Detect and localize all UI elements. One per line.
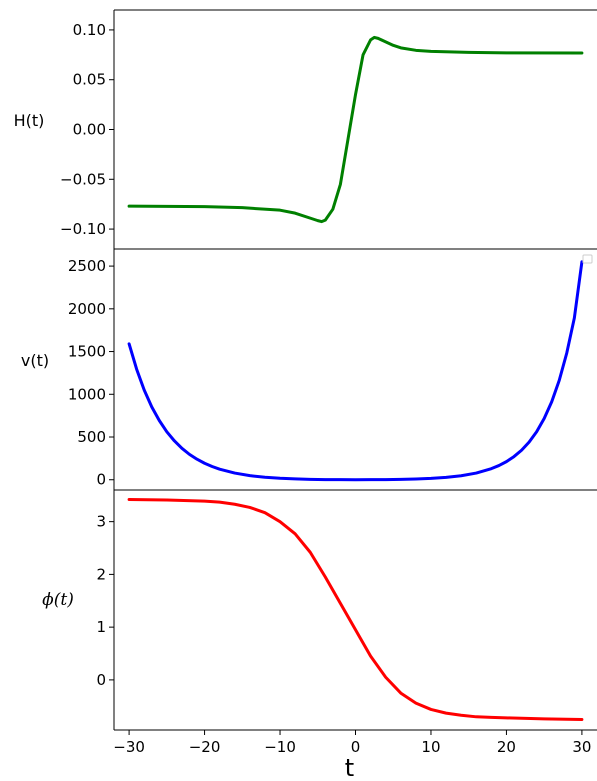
y-tick-label: −0.05: [60, 170, 106, 188]
y-tick-label: 2000: [68, 300, 106, 318]
y-tick-label: 0.00: [73, 121, 106, 139]
y-tick-label: 0: [96, 671, 106, 689]
panel-2: 0 500 1000 1500 2000 2500 v(t): [21, 248, 597, 491]
y-tick-label: 2: [96, 565, 106, 583]
series-line-2: [127, 260, 584, 482]
y-tick-label: 500: [77, 428, 106, 446]
y-tick-label: 0: [96, 471, 106, 489]
x-axis-label: t: [345, 754, 354, 781]
y-tick-label: 1500: [68, 343, 106, 361]
panel-3: 0 1 2 3 −30 −20 −10 0 10 20 30 ϕ(t) t: [42, 489, 597, 781]
x-tick-label: −10: [264, 738, 296, 756]
y-tick-label: 2500: [68, 257, 106, 275]
y-tick-label: 0.10: [73, 21, 106, 39]
y-tick-label: −0.10: [60, 220, 106, 238]
y-tick-label: 1: [96, 618, 106, 636]
y-tick-label: 0.05: [73, 71, 106, 89]
y-axis-label: v(t): [21, 351, 49, 370]
y-axis-label: ϕ(t): [42, 590, 74, 610]
y-axis-label: H(t): [14, 111, 45, 130]
x-tick-label: 10: [421, 738, 440, 756]
x-tick-label: −30: [113, 738, 145, 756]
panel-1: −0.10 −0.05 0.00 0.05 0.10 H(t): [14, 9, 597, 250]
series-line-3: [127, 497, 584, 721]
legend-box: [582, 254, 593, 264]
x-tick-label: −20: [189, 738, 221, 756]
x-tick-label: 0: [351, 738, 361, 756]
series-line-1: [127, 35, 584, 224]
y-tick-label: 3: [96, 513, 106, 531]
x-tick-label: 20: [497, 738, 516, 756]
x-tick-label: 30: [572, 738, 591, 756]
y-tick-label: 1000: [68, 385, 106, 403]
